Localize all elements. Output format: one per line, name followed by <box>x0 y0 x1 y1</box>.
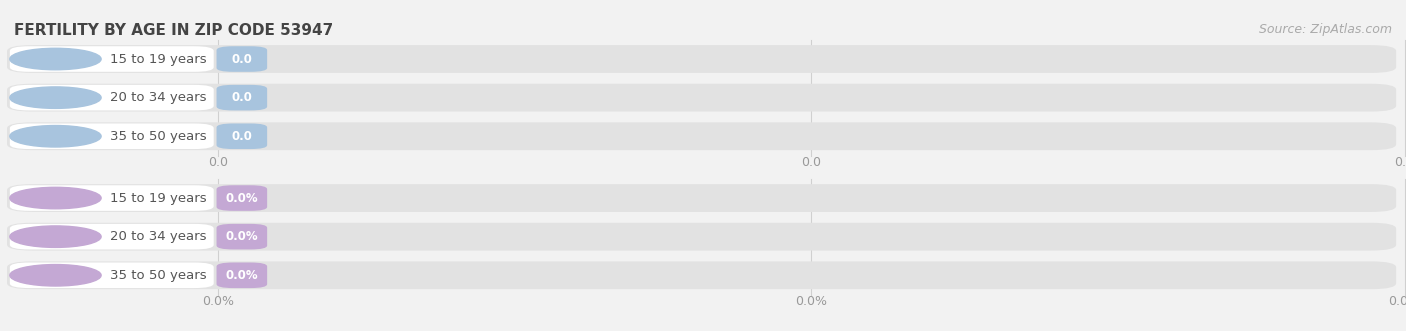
Text: 0.0%: 0.0% <box>1389 295 1406 308</box>
Text: 15 to 19 years: 15 to 19 years <box>110 53 207 66</box>
FancyBboxPatch shape <box>7 122 1396 150</box>
Circle shape <box>10 125 101 147</box>
Text: 0.0: 0.0 <box>801 156 821 169</box>
Circle shape <box>10 48 101 70</box>
FancyBboxPatch shape <box>217 262 267 288</box>
Text: 0.0%: 0.0% <box>225 230 259 243</box>
Text: Source: ZipAtlas.com: Source: ZipAtlas.com <box>1258 23 1392 36</box>
Circle shape <box>10 226 101 247</box>
FancyBboxPatch shape <box>217 185 267 211</box>
Text: 20 to 34 years: 20 to 34 years <box>110 230 207 243</box>
Text: 15 to 19 years: 15 to 19 years <box>110 192 207 205</box>
Text: 0.0: 0.0 <box>232 53 252 66</box>
Circle shape <box>10 264 101 286</box>
FancyBboxPatch shape <box>7 84 1396 112</box>
FancyBboxPatch shape <box>10 262 214 288</box>
FancyBboxPatch shape <box>10 224 214 250</box>
Text: 0.0%: 0.0% <box>225 269 259 282</box>
Text: 0.0: 0.0 <box>1395 156 1406 169</box>
FancyBboxPatch shape <box>10 85 214 111</box>
FancyBboxPatch shape <box>10 46 214 72</box>
Text: FERTILITY BY AGE IN ZIP CODE 53947: FERTILITY BY AGE IN ZIP CODE 53947 <box>14 23 333 38</box>
Text: 0.0%: 0.0% <box>225 192 259 205</box>
FancyBboxPatch shape <box>7 223 1396 251</box>
FancyBboxPatch shape <box>217 85 267 111</box>
Circle shape <box>10 87 101 108</box>
Text: 0.0: 0.0 <box>232 91 252 104</box>
Text: 20 to 34 years: 20 to 34 years <box>110 91 207 104</box>
FancyBboxPatch shape <box>217 123 267 149</box>
FancyBboxPatch shape <box>217 46 267 72</box>
Text: 0.0: 0.0 <box>208 156 228 169</box>
FancyBboxPatch shape <box>10 123 214 149</box>
FancyBboxPatch shape <box>217 224 267 250</box>
Circle shape <box>10 187 101 209</box>
FancyBboxPatch shape <box>7 184 1396 212</box>
Text: 0.0%: 0.0% <box>202 295 233 308</box>
Text: 0.0: 0.0 <box>232 130 252 143</box>
Text: 0.0%: 0.0% <box>796 295 827 308</box>
FancyBboxPatch shape <box>7 261 1396 289</box>
FancyBboxPatch shape <box>7 45 1396 73</box>
FancyBboxPatch shape <box>10 185 214 211</box>
Text: 35 to 50 years: 35 to 50 years <box>110 269 207 282</box>
Text: 35 to 50 years: 35 to 50 years <box>110 130 207 143</box>
